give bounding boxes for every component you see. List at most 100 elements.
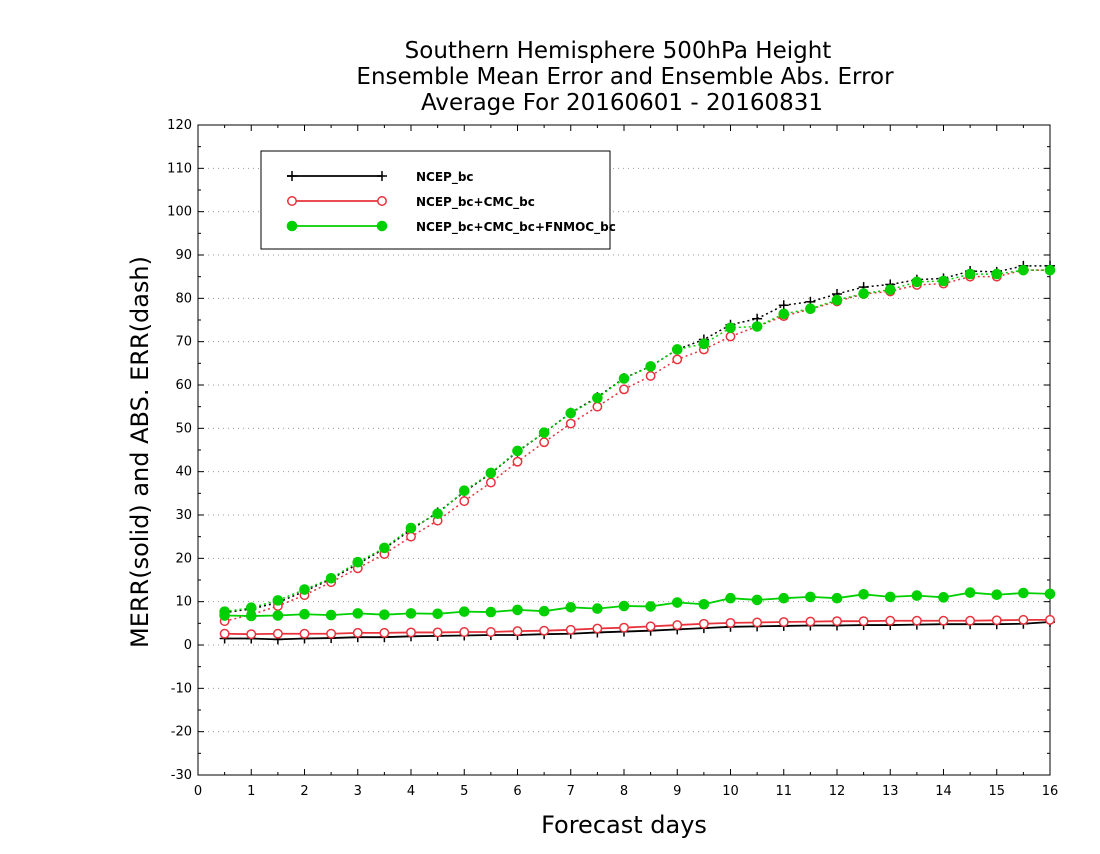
marker-filled-circle [352,556,364,568]
marker-open-circle [725,331,736,342]
x-tick-label: 14 [935,784,952,799]
marker-plus [778,300,789,311]
marker-filled-circle [245,610,257,622]
marker-filled-circle [751,321,763,332]
marker-filled-circle [645,361,656,372]
marker-open-circle [645,370,656,381]
marker-filled-circle [432,608,443,620]
x-tick-label: 6 [513,784,521,799]
marker-filled-circle [1018,587,1029,599]
marker-filled-circle [1044,264,1056,276]
x-tick-label: 10 [722,784,739,799]
x-tick-label: 4 [407,784,415,799]
x-tick-label: 0 [194,784,202,799]
marker-filled-circle [778,592,790,604]
y-tick-label: 10 [175,595,192,610]
marker-open-circle [512,626,523,637]
marker-open-circle [379,627,390,638]
marker-open-circle [778,617,789,627]
marker-filled-circle [325,572,337,584]
marker-open-circle [406,627,416,638]
marker-filled-circle [485,606,497,618]
marker-open-circle [619,384,629,395]
marker-filled-circle [911,276,923,288]
y-tick-label: 40 [175,465,192,480]
marker-open-circle [485,477,496,488]
marker-filled-circle [751,594,763,606]
series-layer [219,260,1056,645]
marker-open-circle [672,620,683,631]
marker-open-circle [565,418,576,429]
merr-line-2 [224,591,1051,617]
marker-open-circle [832,616,842,627]
marker-plus [287,171,297,181]
chart-title-line-1: Southern Hemisphere 500hPa Height [405,38,832,64]
legend: NCEP_bc NCEP_bc+CMC_bc NCEP_bc+CMC_bc+FN… [260,150,616,250]
marker-filled-circle [458,485,470,497]
marker-filled-circle [592,603,603,614]
marker-filled-circle [618,600,630,612]
y-tick-label: 30 [175,508,192,523]
x-tick-label: 16 [1042,784,1059,799]
marker-open-circle [272,628,283,639]
marker-filled-circle [671,344,683,355]
marker-open-circle [539,437,550,448]
y-tick-label: 70 [175,335,192,350]
x-tick-label: 12 [829,784,846,799]
marker-filled-circle [432,508,443,520]
marker-filled-circle [725,322,736,334]
marker-filled-circle [376,220,388,232]
marker-filled-circle [805,591,816,603]
marker-filled-circle [299,584,310,595]
marker-filled-circle [991,268,1003,280]
x-tick-label: 9 [673,784,681,799]
marker-filled-circle [778,308,790,320]
marker-open-circle [512,456,523,467]
marker-filled-circle [671,597,683,608]
marker-open-circle [1045,614,1055,625]
marker-filled-circle [884,591,896,603]
marker-filled-circle [512,604,523,616]
marker-open-circle [592,401,603,412]
marker-filled-circle [698,338,710,350]
marker-filled-circle [1044,588,1056,600]
x-tick-label: 13 [882,784,899,799]
merr-line-0 [224,621,1051,641]
abs-err-line-2 [224,269,1050,613]
marker-open-circle [377,196,387,206]
marker-open-circle [1018,614,1029,625]
marker-filled-circle [858,589,869,600]
y-tick-label: 60 [175,378,192,393]
x-tick-label: 2 [300,784,308,799]
x-tick-layer: 0 1 2 3 4 5 6 7 8 9 10 11 12 13 14 15 16 [194,125,1058,799]
marker-filled-circle [698,598,710,610]
y-tick-label: 120 [167,118,192,133]
marker-filled-circle [645,601,656,612]
series-1 [219,265,1055,640]
marker-filled-circle [831,592,843,604]
marker-filled-circle [379,609,390,620]
marker-filled-circle [485,467,497,479]
marker-open-circle [485,627,496,637]
marker-open-circle [805,616,816,627]
y-tick-label: -10 [171,681,192,696]
x-axis-label: Forecast days [541,811,707,839]
marker-filled-circle [884,284,896,295]
y-tick-label: 90 [175,248,192,263]
x-tick-label: 3 [354,784,362,799]
marker-open-circle [911,615,922,626]
x-tick-label: 7 [567,784,575,799]
marker-filled-circle [512,445,523,457]
marker-open-circle [725,617,736,628]
y-tick-label: 20 [175,551,192,566]
marker-open-circle [619,622,629,633]
marker-filled-circle [299,608,310,620]
marker-filled-circle [538,605,550,617]
marker-filled-circle [938,275,949,287]
marker-open-circle [326,628,337,639]
marker-open-circle [965,615,976,626]
marker-filled-circle [991,589,1003,601]
marker-open-circle [287,196,297,206]
